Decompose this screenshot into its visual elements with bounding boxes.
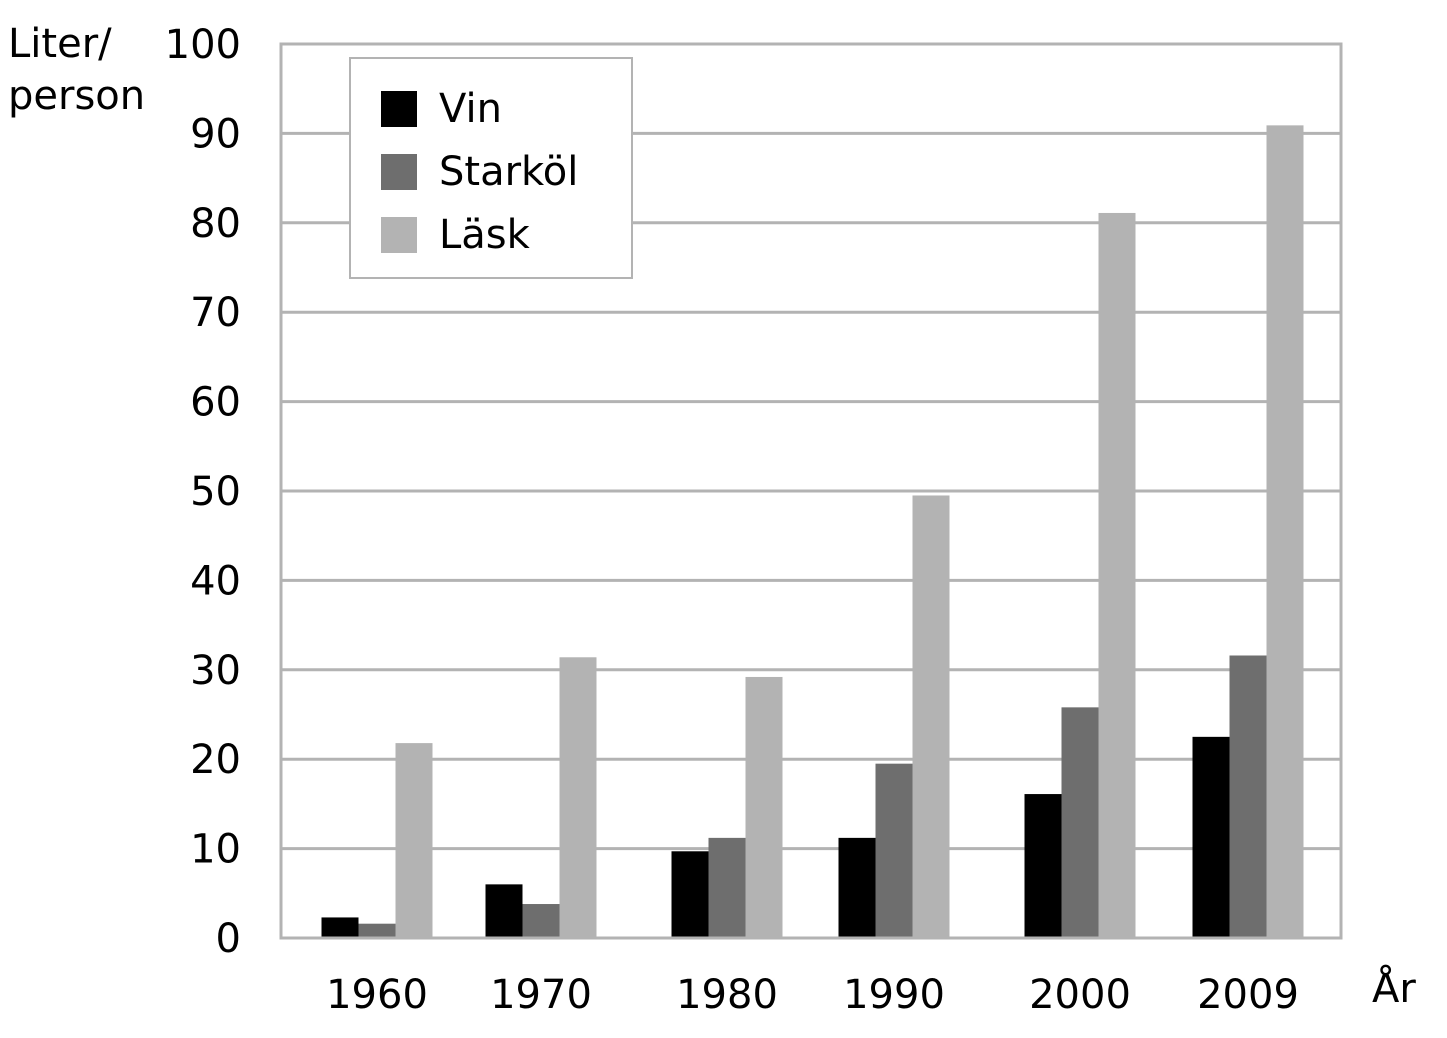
legend-swatch-starkol bbox=[381, 154, 417, 190]
legend-label-lask: Läsk bbox=[439, 212, 530, 258]
y-tick-label-20: 20 bbox=[190, 737, 241, 783]
y-tick-label-50: 50 bbox=[190, 469, 241, 515]
y-tick-label-30: 30 bbox=[190, 648, 241, 694]
legend-label-vin: Vin bbox=[439, 86, 502, 132]
bar-starkl-1960 bbox=[358, 923, 396, 938]
y-tick-label-10: 10 bbox=[190, 827, 241, 873]
x-tick-label-1990: 1990 bbox=[843, 972, 945, 1018]
y-tick-label-80: 80 bbox=[190, 201, 241, 247]
legend-item-lask: Läsk bbox=[381, 210, 530, 260]
legend-label-starkol: Starköl bbox=[439, 149, 579, 195]
legend-item-starkol: Starköl bbox=[381, 147, 578, 197]
y-tick-label-0: 0 bbox=[216, 916, 241, 962]
bar-vin-2000 bbox=[1024, 794, 1062, 938]
bar-starkl-1990 bbox=[875, 763, 913, 938]
bar-vin-1970 bbox=[485, 884, 523, 938]
bar-lsk-1990 bbox=[912, 495, 950, 938]
bar-lsk-2009 bbox=[1266, 125, 1304, 938]
x-tick-label-1980: 1980 bbox=[676, 972, 778, 1018]
bar-vin-1990 bbox=[838, 837, 876, 938]
bar-lsk-1960 bbox=[395, 743, 433, 938]
x-tick-label-1970: 1970 bbox=[490, 972, 592, 1018]
y-tick-label-90: 90 bbox=[190, 111, 241, 157]
legend-swatch-lask bbox=[381, 217, 417, 253]
x-tick-label-2009: 2009 bbox=[1197, 972, 1299, 1018]
legend-swatch-vin bbox=[381, 91, 417, 127]
bar-lsk-1980 bbox=[745, 676, 783, 938]
y-tick-label-60: 60 bbox=[190, 380, 241, 426]
y-tick-label-40: 40 bbox=[190, 558, 241, 604]
bar-starkl-2000 bbox=[1061, 707, 1099, 938]
x-tick-label-2000: 2000 bbox=[1029, 972, 1131, 1018]
bar-vin-1980 bbox=[671, 851, 709, 938]
bar-vin-2009 bbox=[1192, 736, 1230, 938]
bar-lsk-1970 bbox=[559, 657, 597, 938]
y-axis-label-line-2: person bbox=[8, 73, 146, 119]
bar-starkl-1980 bbox=[708, 837, 746, 938]
y-axis-label-line-1: Liter/ bbox=[8, 21, 112, 67]
bar-starkl-1970 bbox=[522, 904, 560, 938]
legend: Vin Starköl Läsk bbox=[349, 57, 633, 279]
x-tick-label-1960: 1960 bbox=[326, 972, 428, 1018]
bar-lsk-2000 bbox=[1098, 212, 1136, 938]
y-tick-label-100: 100 bbox=[165, 22, 241, 68]
y-tick-label-70: 70 bbox=[190, 290, 241, 336]
bar-vin-1960 bbox=[321, 917, 359, 938]
legend-item-vin: Vin bbox=[381, 84, 502, 134]
x-axis-label: År bbox=[1372, 966, 1416, 1012]
bar-starkl-2009 bbox=[1229, 655, 1267, 938]
y-axis-label: Liter/ person bbox=[8, 18, 145, 122]
